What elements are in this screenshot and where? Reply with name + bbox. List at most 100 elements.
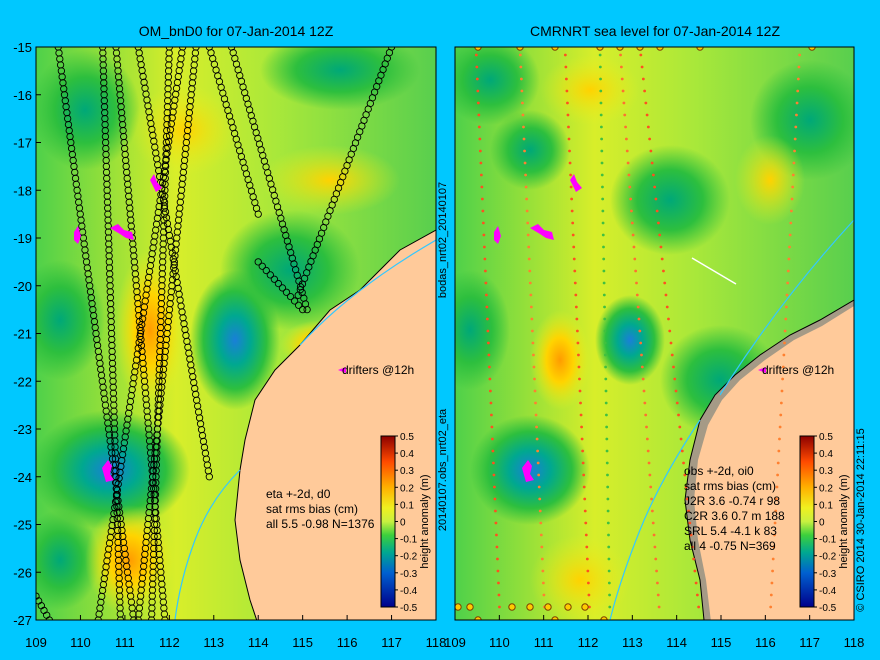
- obs-dot: [619, 65, 623, 69]
- obs-dot: [672, 365, 675, 369]
- y-tick-label: -17: [13, 136, 32, 151]
- obs-dot: [533, 389, 537, 393]
- obs-dot: [628, 185, 632, 189]
- obs-dot: [485, 317, 489, 321]
- obs-dot: [778, 425, 782, 429]
- y-tick-label: -19: [13, 231, 32, 246]
- obs-dot: [567, 137, 571, 141]
- obs-dot: [600, 149, 604, 153]
- obs-dot: [479, 173, 483, 177]
- obs-dot: [602, 293, 606, 297]
- obs-dot: [656, 581, 659, 585]
- colorbar-label: height anomaly (m): [838, 474, 850, 568]
- side-label-bottom: 20140107.obs_nrt02_eta: [437, 408, 449, 531]
- obs-dot: [637, 317, 641, 321]
- obs-dot: [655, 209, 659, 213]
- x-tick-label: 110: [70, 635, 91, 650]
- obs-dot: [795, 101, 799, 105]
- x-tick-label: 114: [248, 635, 269, 650]
- obs-dot: [525, 209, 529, 213]
- obs-dot: [642, 389, 646, 393]
- obs-dot: [483, 257, 487, 261]
- x-tick-label: 116: [337, 635, 358, 650]
- obs-dot: [538, 509, 542, 513]
- obs-dot: [641, 377, 645, 381]
- x-tick-label: 112: [578, 635, 599, 650]
- obs-dot: [774, 497, 778, 501]
- obs-dot: [578, 389, 582, 393]
- obs-dot: [605, 437, 609, 441]
- obs-dot: [497, 593, 501, 597]
- colorbar-label: height anomaly (m): [419, 474, 431, 568]
- obs-dot: [491, 449, 495, 453]
- obs-dot: [791, 185, 795, 189]
- side-label-top: bodas_nrt02_20140107: [437, 182, 449, 298]
- obs-dot: [636, 305, 640, 309]
- obs-dot: [602, 245, 605, 249]
- obs-dot: [539, 521, 543, 525]
- obs-ring: [551, 47, 559, 51]
- track-obs-point: [254, 258, 262, 266]
- stats-line: sat rms bias (cm): [266, 502, 358, 516]
- obs-dot: [599, 89, 603, 93]
- obs-ring: [656, 47, 664, 51]
- obs-dot: [682, 461, 685, 465]
- obs-dot: [653, 545, 657, 549]
- obs-dot: [796, 77, 800, 81]
- colorbar-tick-label: 0: [400, 518, 406, 529]
- obs-dot: [566, 101, 569, 105]
- obs-dot: [604, 389, 608, 393]
- obs-dot: [658, 233, 662, 237]
- obs-dot: [630, 221, 634, 225]
- obs-dot: [781, 377, 785, 381]
- obs-dot: [532, 365, 536, 369]
- colorbar-tick-label: 0.5: [819, 432, 833, 443]
- left-colorbar: 0.5 0.4 0.3 0.2 0.1 0 -0.1 -0.2 -0.3 -0.4 -0.5 heig…: [380, 432, 431, 614]
- obs-dot: [607, 569, 611, 573]
- obs-dot: [585, 545, 589, 549]
- obs-dot: [603, 329, 607, 333]
- obs-dot: [674, 389, 678, 393]
- obs-dot: [476, 89, 480, 93]
- obs-dot: [498, 605, 501, 609]
- obs-dot: [783, 329, 787, 333]
- x-tick-label: 115: [711, 635, 732, 650]
- obs-dot: [483, 269, 487, 273]
- obs-dot: [586, 581, 590, 585]
- obs-dot: [493, 497, 497, 501]
- obs-ring: [581, 603, 589, 611]
- track-obs-point: [262, 266, 270, 275]
- obs-dot: [645, 437, 649, 441]
- obs-dot: [542, 593, 546, 597]
- obs-dot: [786, 269, 790, 273]
- obs-dot: [574, 293, 578, 297]
- obs-dot: [488, 377, 492, 381]
- satellite-track: [134, 47, 213, 481]
- obs-dot: [529, 305, 533, 309]
- obs-dot: [575, 317, 579, 321]
- obs-dot: [608, 593, 611, 597]
- obs-dot: [602, 269, 606, 273]
- obs-dot: [782, 353, 786, 357]
- obs-dot: [582, 473, 586, 477]
- track-obs-point: [270, 275, 279, 283]
- obs-dot: [541, 569, 545, 573]
- obs-dot: [790, 197, 794, 201]
- obs-dot: [786, 281, 790, 285]
- obs-dot: [689, 533, 693, 537]
- credit-label: © CSIRO 2014 30-Jan-2014 22:11:15: [855, 428, 867, 611]
- track-obs-point: [205, 473, 213, 481]
- track-obs-point: [294, 291, 302, 299]
- obs-dot: [603, 305, 606, 309]
- obs-dot: [579, 413, 583, 417]
- satellite-track: [112, 47, 169, 620]
- colorbar-tick-label: 0.3: [400, 466, 414, 477]
- right-drifters-label: drifters @12h: [762, 363, 834, 377]
- x-tick-label: 118: [844, 635, 865, 650]
- obs-dot: [520, 89, 524, 93]
- obs-dot: [783, 341, 786, 345]
- obs-dot: [769, 593, 773, 597]
- track-obs-point: [294, 301, 303, 309]
- obs-dot: [493, 485, 496, 489]
